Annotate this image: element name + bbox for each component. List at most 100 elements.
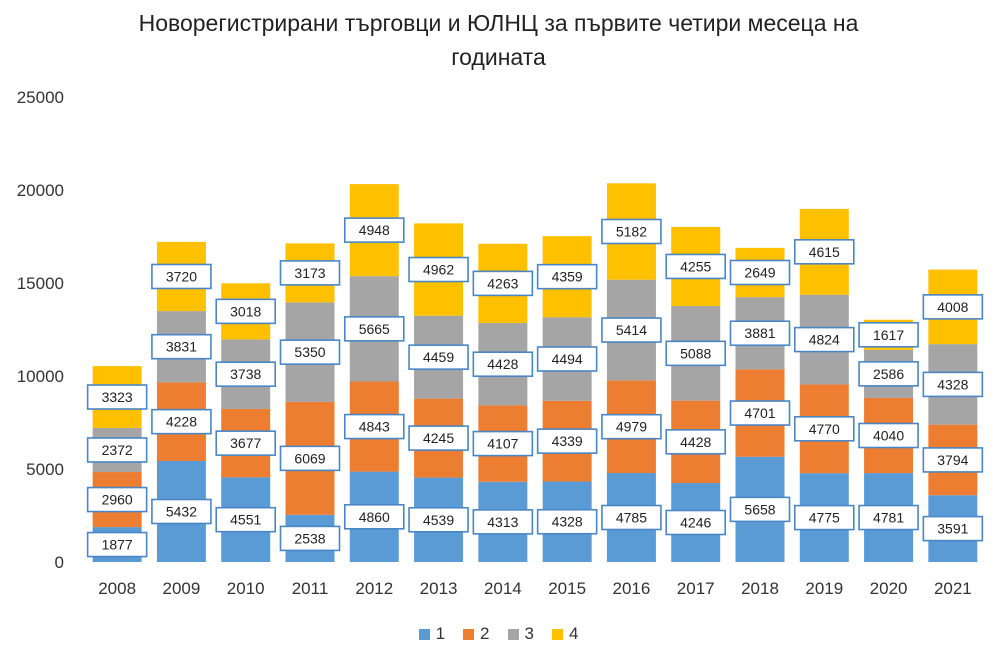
legend-swatch [418, 628, 430, 640]
data-label: 3173 [294, 265, 325, 281]
data-label: 4824 [809, 332, 840, 348]
data-label: 2372 [102, 442, 133, 458]
data-label-box [408, 256, 469, 283]
data-label-box [665, 509, 727, 536]
data-label-box [151, 498, 212, 525]
data-label: 3794 [937, 452, 968, 468]
data-label-box [86, 531, 148, 558]
legend-item: 2 [463, 624, 490, 644]
data-label-box [793, 239, 855, 265]
data-label-box [151, 263, 212, 290]
data-label-box [536, 346, 598, 372]
data-label-box [665, 253, 727, 280]
data-label-box [665, 429, 727, 455]
data-label: 4313 [487, 514, 518, 530]
y-tick-label: 25000 [17, 88, 64, 107]
legend-label: 2 [480, 624, 490, 643]
data-label: 5658 [744, 501, 775, 517]
data-label-box [343, 217, 405, 243]
legend-label: 1 [435, 624, 446, 643]
data-label: 4255 [680, 258, 711, 274]
data-label-box [343, 504, 405, 530]
x-tick-label: 2021 [934, 579, 972, 598]
x-tick-label: 2011 [292, 579, 329, 598]
data-label-box [472, 270, 534, 297]
data-label: 4770 [809, 421, 840, 437]
x-tick-label: 2010 [227, 579, 265, 598]
x-tick-label: 2009 [163, 579, 201, 598]
data-label-box [601, 317, 662, 343]
data-label-box [279, 445, 341, 472]
data-label: 5414 [616, 322, 647, 338]
legend-item: 3 [507, 624, 534, 644]
data-label-box [86, 486, 148, 513]
data-label: 5088 [680, 345, 711, 361]
data-label-box [215, 298, 277, 325]
data-label: 6069 [294, 450, 325, 466]
data-label-box [729, 496, 791, 523]
data-label-box [729, 400, 791, 426]
legend-item: 1 [418, 624, 446, 644]
data-label-box [151, 408, 212, 435]
data-label: 4948 [359, 222, 390, 238]
data-label: 4979 [616, 419, 647, 435]
y-tick-label: 0 [55, 553, 64, 572]
x-tick-label: 2020 [870, 579, 908, 598]
y-tick-label: 10000 [17, 367, 64, 386]
data-label: 4701 [744, 405, 775, 421]
data-label-box [279, 525, 341, 552]
y-tick-label: 20000 [17, 181, 64, 200]
data-label-box [858, 361, 919, 387]
data-label-box [858, 504, 919, 531]
data-label-box [408, 425, 469, 451]
data-label-box [151, 333, 212, 360]
data-label-box [858, 321, 919, 348]
data-label: 4359 [552, 269, 583, 285]
legend-label: 4 [568, 624, 579, 643]
x-tick-label: 2008 [98, 579, 136, 598]
data-label-box [729, 320, 791, 347]
data-label: 4263 [487, 275, 518, 291]
data-label-box [86, 437, 148, 463]
data-label-box [215, 430, 277, 456]
data-label-box [408, 344, 469, 370]
data-label-box [536, 508, 598, 535]
data-label: 4428 [487, 356, 518, 372]
x-axis: 2008 2009 2010 2011 2012 2013 2014 2015 2016 2017… [98, 579, 972, 598]
data-label: 5665 [359, 321, 390, 337]
x-tick-label: 2013 [420, 579, 458, 598]
data-label: 4860 [359, 509, 390, 525]
data-label: 4245 [423, 430, 454, 446]
data-label: 4843 [359, 419, 390, 435]
data-label-box [601, 504, 662, 531]
data-label-box [215, 361, 277, 387]
data-label-box [86, 384, 148, 410]
data-label: 4551 [230, 512, 261, 528]
data-labels: 1877 2960 2372 3323 5432 4228 3831 3720 4551 3677… [86, 217, 984, 558]
data-label-box [922, 294, 984, 320]
data-label: 2960 [102, 492, 133, 508]
data-label-box [279, 339, 341, 365]
legend: 1 2 3 4 [0, 624, 997, 644]
data-label: 3881 [744, 325, 775, 341]
data-label-box [472, 430, 534, 457]
y-axis: 0 5000 10000 15000 20000 25000 [17, 88, 64, 572]
data-label: 4246 [680, 515, 711, 531]
x-tick-label: 2016 [613, 579, 651, 598]
data-label-box [536, 428, 598, 454]
y-tick-label: 5000 [26, 460, 64, 479]
x-tick-label: 2015 [548, 579, 586, 598]
data-label-box [601, 218, 662, 245]
legend-swatch [551, 628, 563, 640]
data-label: 5432 [166, 503, 197, 519]
chart-title-line-2: годината [451, 44, 546, 70]
data-label: 3591 [937, 521, 968, 537]
legend-item: 4 [551, 624, 579, 644]
data-label: 4962 [423, 262, 454, 278]
chart-title: Новорегистрирани търговци и ЮЛНЦ за първ… [0, 6, 997, 74]
data-label-box [215, 506, 277, 533]
data-label: 4775 [809, 510, 840, 526]
legend-swatch [507, 628, 519, 640]
data-label: 4339 [552, 433, 583, 449]
